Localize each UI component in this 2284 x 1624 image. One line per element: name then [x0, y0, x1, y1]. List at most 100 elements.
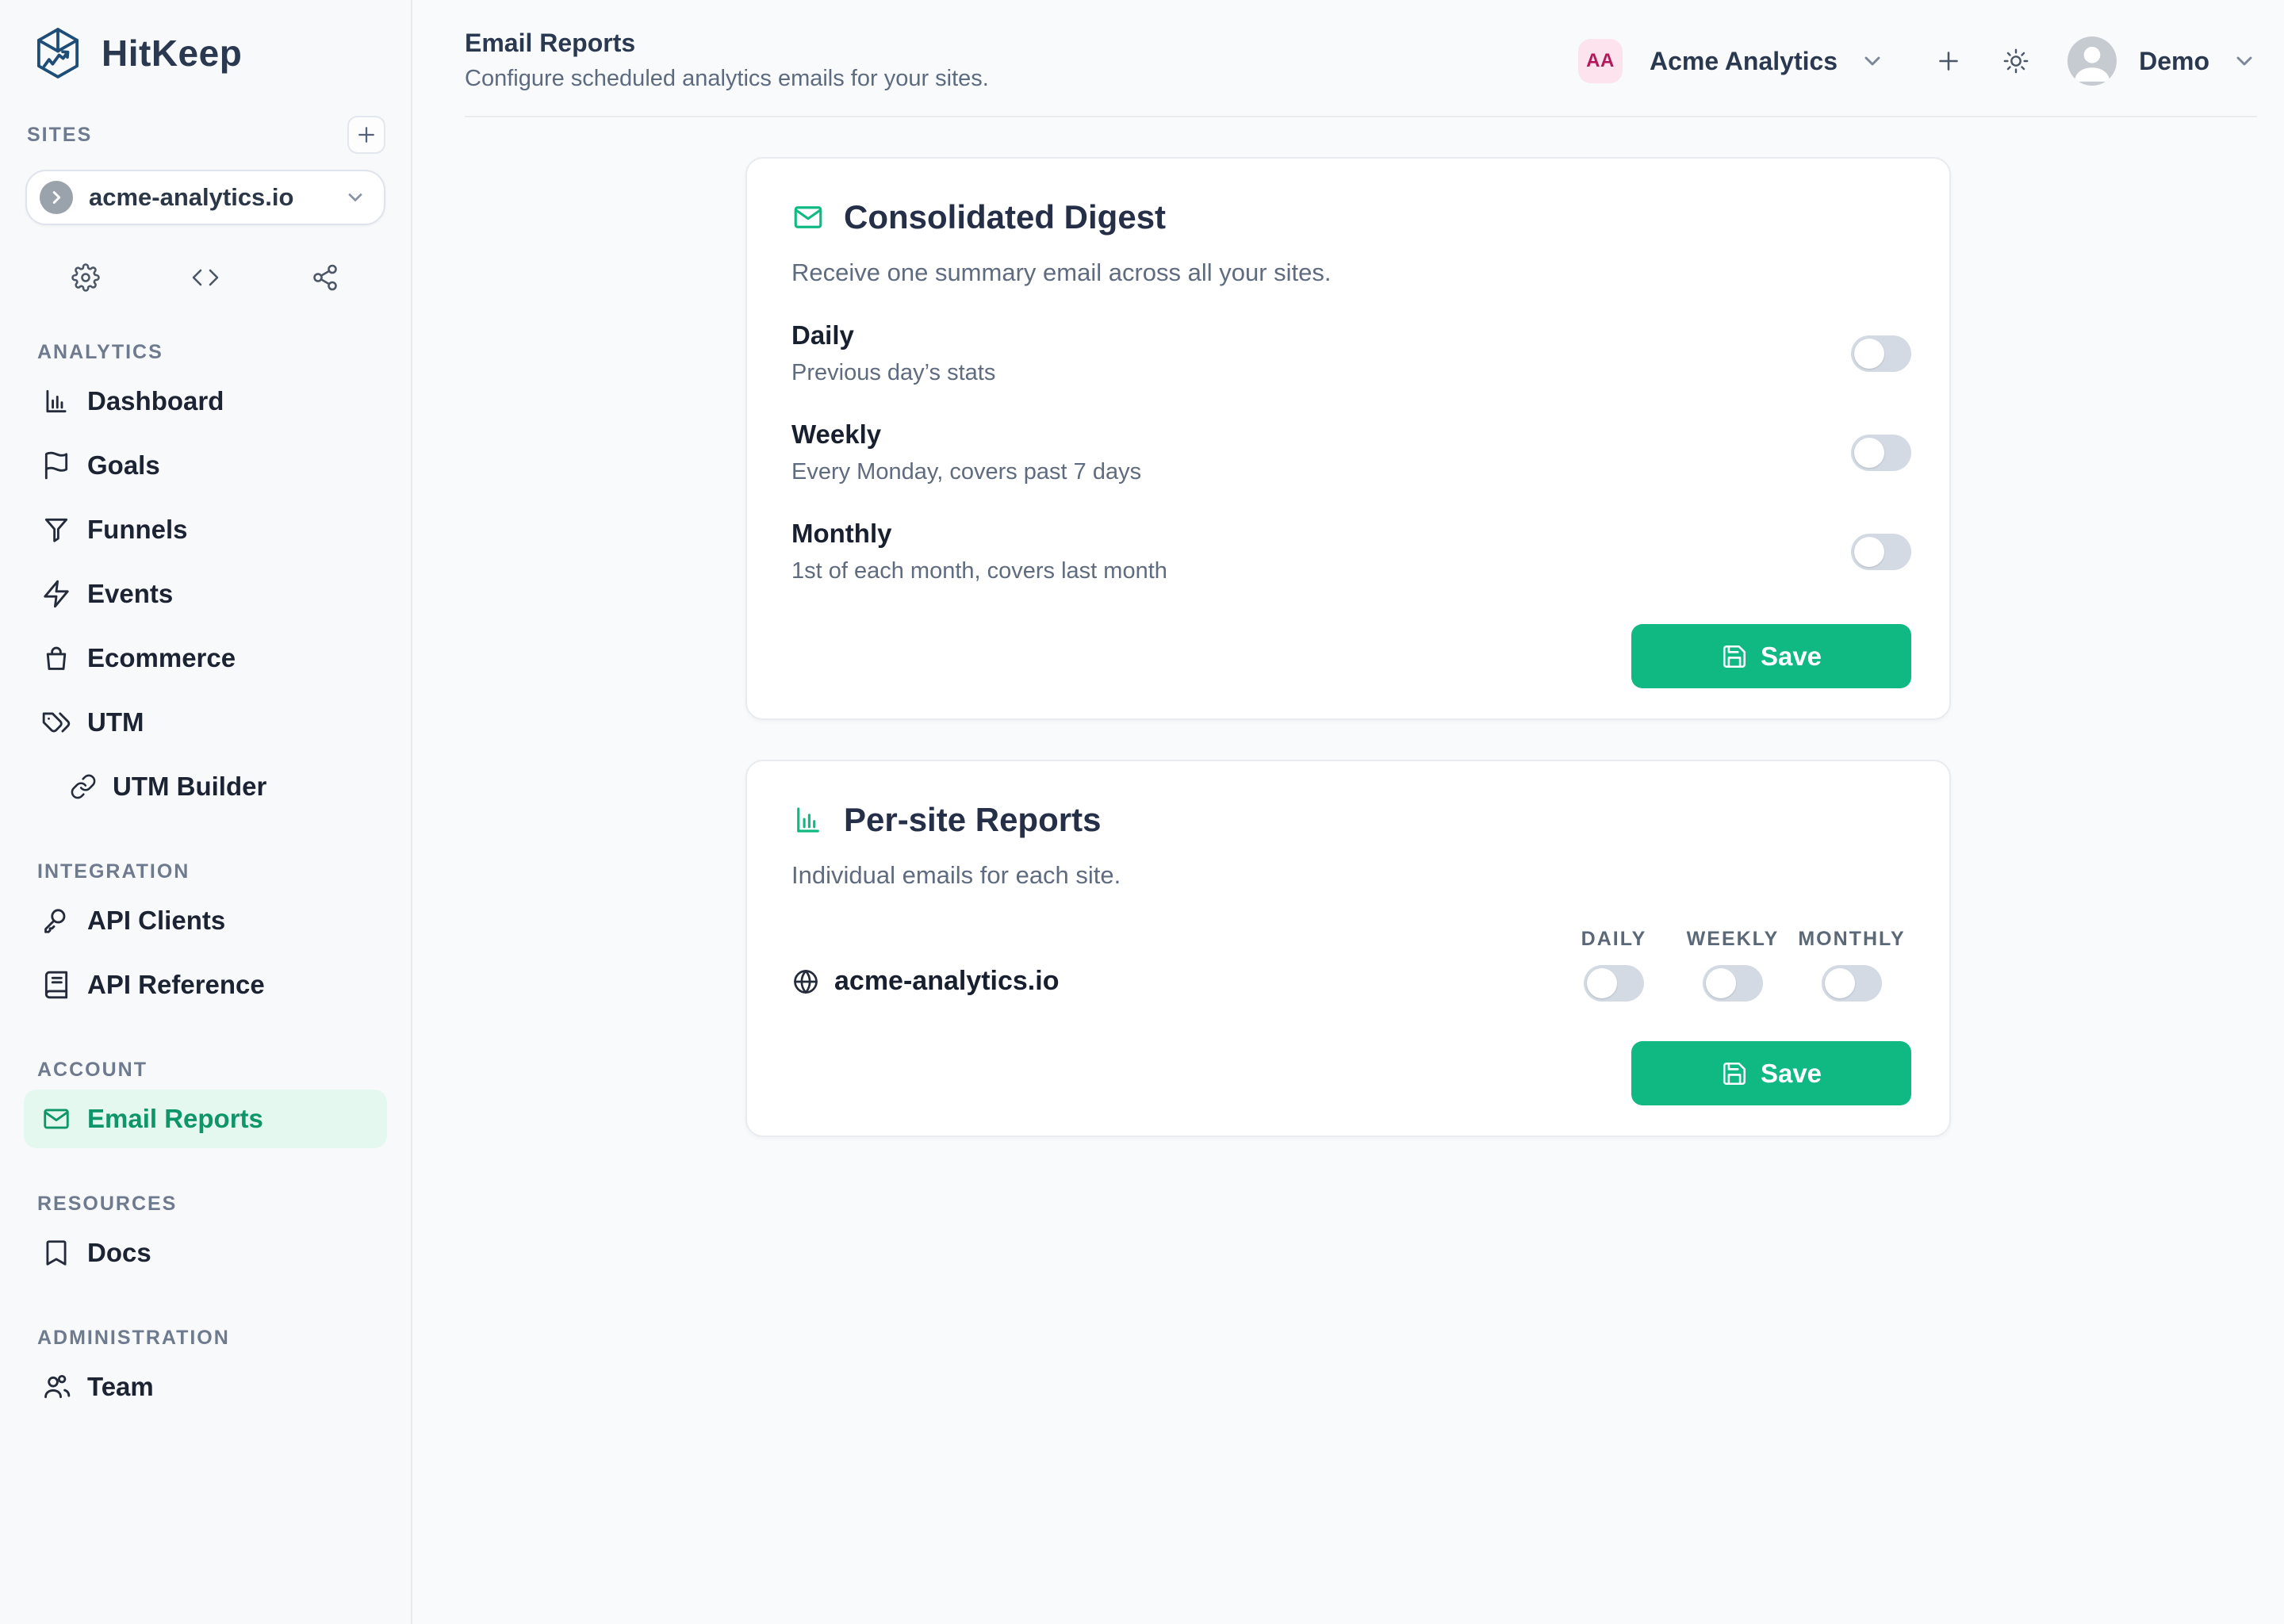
sidebar-item-utm-builder[interactable]: UTM Builder — [24, 757, 387, 816]
user-chevron-down-icon[interactable] — [2232, 48, 2257, 74]
globe-icon — [791, 967, 820, 996]
funnel-icon — [41, 515, 71, 545]
content: Consolidated Digest Receive one summary … — [412, 117, 2284, 1177]
digest-monthly-label: Monthly — [791, 519, 892, 548]
tag-icon — [41, 707, 71, 737]
resources-section-label: RESOURCES — [37, 1193, 178, 1215]
card-title: Per-site Reports — [844, 801, 1102, 838]
digest-row-weekly: Weekly Every Monday, covers past 7 days — [791, 419, 1911, 485]
tracking-code-icon[interactable] — [186, 259, 224, 297]
floppy-save-icon — [1721, 1060, 1748, 1087]
digest-daily-toggle[interactable] — [1851, 335, 1911, 372]
sidebar-item-label: Team — [87, 1372, 154, 1401]
plus-icon — [354, 123, 378, 147]
user-avatar[interactable] — [2067, 36, 2117, 86]
main-area: Email Reports Configure scheduled analyt… — [412, 0, 2284, 1624]
sidebar-item-email-reports[interactable]: Email Reports — [24, 1090, 387, 1148]
sites-section-label: SITES — [27, 123, 93, 146]
header-divider — [465, 116, 2257, 117]
sidebar-item-label: Goals — [87, 450, 160, 480]
users-icon — [41, 1372, 71, 1402]
share-icon[interactable] — [306, 259, 344, 297]
page-subtitle: Configure scheduled analytics emails for… — [465, 66, 989, 91]
sidebar-item-label: UTM — [87, 707, 144, 737]
save-button-label: Save — [1760, 1058, 1822, 1088]
site-name: acme-analytics.io — [834, 966, 1060, 996]
per-site-row: acme-analytics.io DAILY WEEKLY MONTHLY — [791, 928, 1911, 1002]
site-favicon-icon — [40, 181, 73, 214]
add-org-plus-icon[interactable] — [1931, 44, 1966, 79]
hitkeep-cube-logo-icon — [33, 27, 82, 79]
lightning-icon — [41, 579, 71, 609]
integration-section-label: INTEGRATION — [37, 860, 190, 883]
bar-chart-icon — [791, 803, 825, 837]
flag-icon — [41, 450, 71, 481]
sidebar-item-funnels[interactable]: Funnels — [24, 500, 387, 559]
analytics-section-label: ANALYTICS — [37, 341, 163, 363]
card-subtitle: Individual emails for each site. — [791, 861, 1121, 889]
sidebar-item-label: Funnels — [87, 515, 188, 544]
sidebar-item-ecommerce[interactable]: Ecommerce — [24, 629, 387, 688]
chevron-down-icon — [344, 186, 366, 209]
page-title: Email Reports — [465, 29, 636, 57]
sidebar-item-dashboard[interactable]: Dashboard — [24, 372, 387, 431]
site-weekly-toggle[interactable] — [1703, 965, 1763, 1002]
org-name: Acme Analytics — [1649, 46, 1838, 75]
sidebar-item-utm[interactable]: UTM — [24, 693, 387, 752]
bookmark-icon — [41, 1238, 71, 1268]
site-selector-dropdown[interactable]: acme-analytics.io — [25, 170, 385, 225]
per-site-save-button[interactable]: Save — [1631, 1041, 1911, 1105]
monthly-column-label: MONTHLY — [1798, 928, 1906, 950]
bar-chart-icon — [41, 386, 71, 416]
sidebar-item-team[interactable]: Team — [24, 1358, 387, 1416]
sidebar-item-label: UTM Builder — [113, 772, 267, 801]
link-icon — [70, 773, 97, 800]
per-site-reports-card: Per-site Reports Individual emails for e… — [745, 760, 1951, 1137]
user-name: Demo — [2139, 46, 2209, 75]
weekly-column-label: WEEKLY — [1686, 928, 1780, 950]
digest-row-daily: Daily Previous day’s stats — [791, 320, 1911, 386]
mail-icon — [791, 201, 825, 234]
digest-monthly-description: 1st of each month, covers last month — [791, 558, 1167, 584]
mail-icon — [41, 1104, 71, 1134]
sidebar-item-label: Docs — [87, 1238, 151, 1267]
shopping-bag-icon — [41, 643, 71, 673]
site-monthly-toggle[interactable] — [1822, 965, 1882, 1002]
sidebar-item-api-reference[interactable]: API Reference — [24, 956, 387, 1014]
sidebar: HitKeep SITES acme-analytics.io ANALYTIC… — [0, 0, 412, 1624]
theme-toggle-sun-icon[interactable] — [1999, 44, 2033, 78]
sidebar-item-label: Dashboard — [87, 386, 224, 416]
app-logo: HitKeep — [0, 27, 411, 79]
sidebar-item-label: Ecommerce — [87, 643, 236, 672]
add-site-button[interactable] — [347, 116, 385, 154]
daily-column-label: DAILY — [1581, 928, 1647, 950]
sidebar-item-events[interactable]: Events — [24, 565, 387, 623]
digest-weekly-description: Every Monday, covers past 7 days — [791, 459, 1142, 485]
sidebar-item-label: Email Reports — [87, 1104, 263, 1133]
key-icon — [41, 906, 71, 936]
site-daily-toggle[interactable] — [1584, 965, 1644, 1002]
digest-weekly-toggle[interactable] — [1851, 434, 1911, 471]
sidebar-item-docs[interactable]: Docs — [24, 1224, 387, 1282]
digest-row-monthly: Monthly 1st of each month, covers last m… — [791, 519, 1911, 584]
card-title: Consolidated Digest — [844, 198, 1167, 236]
digest-weekly-label: Weekly — [791, 419, 882, 449]
app-name: HitKeep — [102, 33, 243, 74]
digest-daily-description: Previous day’s stats — [791, 360, 996, 385]
administration-section-label: ADMINISTRATION — [37, 1327, 230, 1349]
digest-monthly-toggle[interactable] — [1851, 533, 1911, 570]
save-button-label: Save — [1760, 641, 1822, 671]
account-section-label: ACCOUNT — [37, 1059, 148, 1081]
org-initials-badge: AA — [1577, 39, 1623, 83]
site-settings-gear-icon[interactable] — [67, 259, 105, 297]
site-selector-value: acme-analytics.io — [89, 183, 294, 211]
sidebar-item-label: API Clients — [87, 906, 226, 935]
page-header: Email Reports Configure scheduled analyt… — [412, 0, 2284, 92]
org-chevron-down-icon[interactable] — [1860, 48, 1885, 74]
sidebar-item-label: Events — [87, 579, 174, 608]
sidebar-item-goals[interactable]: Goals — [24, 436, 387, 495]
sidebar-item-api-clients[interactable]: API Clients — [24, 891, 387, 950]
digest-daily-label: Daily — [791, 320, 854, 350]
digest-save-button[interactable]: Save — [1631, 624, 1911, 688]
consolidated-digest-card: Consolidated Digest Receive one summary … — [745, 157, 1951, 720]
